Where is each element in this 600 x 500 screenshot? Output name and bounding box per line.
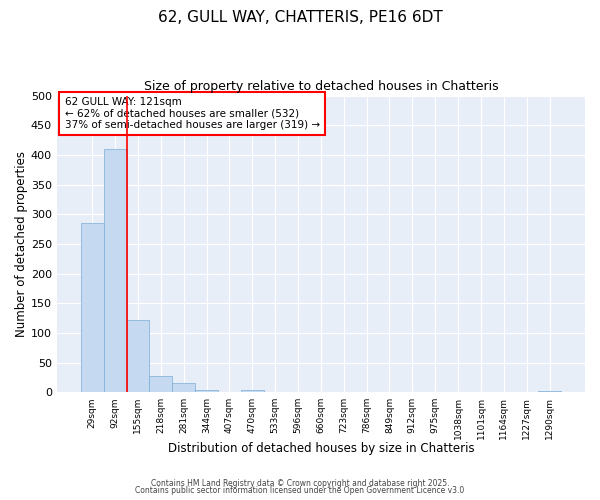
Bar (172, 384, 195, 392)
Bar (241, 390, 264, 392)
Text: Contains HM Land Registry data © Crown copyright and database right 2025.: Contains HM Land Registry data © Crown c… (151, 478, 449, 488)
Bar (127, 320, 149, 392)
Y-axis label: Number of detached properties: Number of detached properties (15, 151, 28, 337)
Text: 62, GULL WAY, CHATTERIS, PE16 6DT: 62, GULL WAY, CHATTERIS, PE16 6DT (158, 10, 442, 25)
Text: 62 GULL WAY: 121sqm
← 62% of detached houses are smaller (532)
37% of semi-detac: 62 GULL WAY: 121sqm ← 62% of detached ho… (65, 97, 320, 130)
Bar (538, 391, 561, 392)
Bar (81, 223, 104, 392)
X-axis label: Distribution of detached houses by size in Chatteris: Distribution of detached houses by size … (167, 442, 474, 455)
Bar (104, 149, 127, 392)
Bar (195, 390, 218, 392)
Text: Contains public sector information licensed under the Open Government Licence v3: Contains public sector information licen… (136, 486, 464, 495)
Bar (149, 376, 172, 392)
Title: Size of property relative to detached houses in Chatteris: Size of property relative to detached ho… (143, 80, 498, 93)
